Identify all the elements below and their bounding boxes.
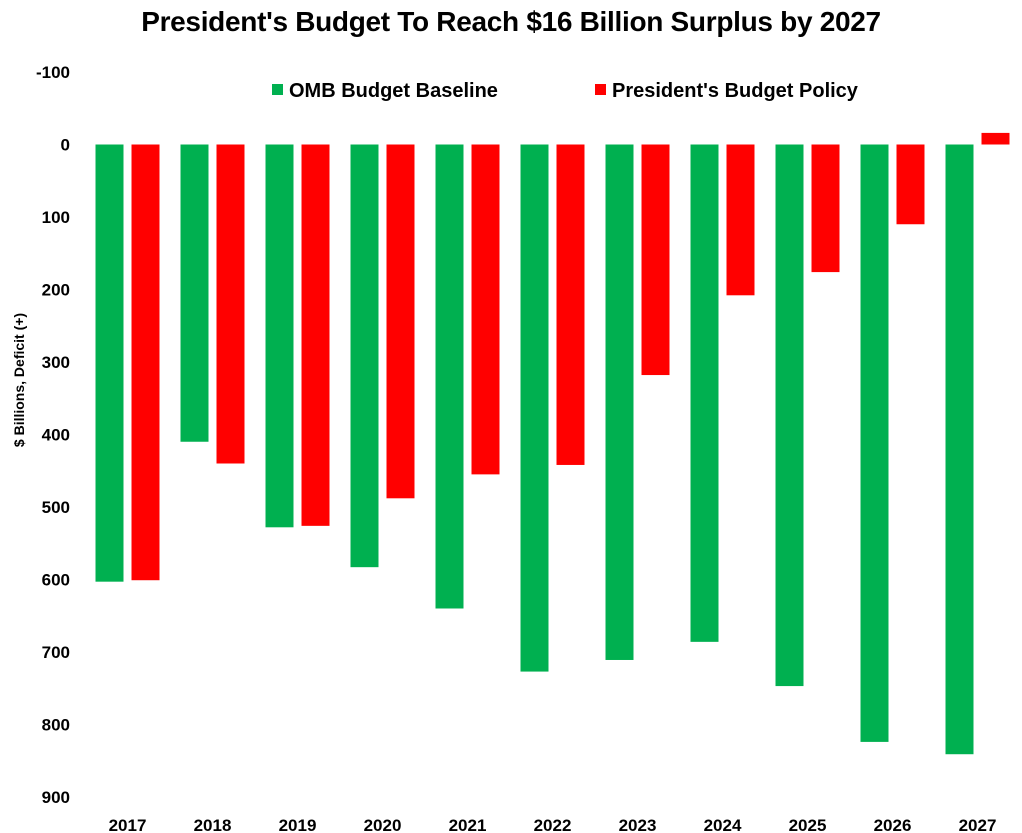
bar-omb-baseline-2026 xyxy=(860,144,889,742)
bars xyxy=(95,132,1010,755)
bar-omb-baseline-2024 xyxy=(690,144,719,642)
x-tick-label: 2026 xyxy=(874,816,912,833)
bar-omb-baseline-2018 xyxy=(180,144,209,442)
y-tick-label: 100 xyxy=(42,208,70,227)
y-tick-label: 500 xyxy=(42,498,70,517)
x-axis-ticks: 2017 2018 2019 2020 2021 2022 2023 2024 2025 2026… xyxy=(109,816,997,833)
y-axis-label: $ Billions, Deficit (+) xyxy=(11,313,27,447)
y-tick-label: -100 xyxy=(36,63,70,82)
bar-omb-baseline-2025 xyxy=(775,144,804,687)
bar-presidents-policy-2023 xyxy=(641,144,670,376)
bar-omb-baseline-2023 xyxy=(605,144,634,660)
bar-presidents-policy-2022 xyxy=(556,144,585,465)
legend-label: OMB Budget Baseline xyxy=(289,80,498,102)
x-tick-label: 2022 xyxy=(534,816,572,833)
y-axis-label-group: $ Billions, Deficit (+) xyxy=(11,313,27,447)
bar-omb-baseline-2021 xyxy=(435,144,464,609)
x-tick-label: 2021 xyxy=(449,816,487,833)
y-tick-label: 200 xyxy=(42,281,70,300)
x-tick-label: 2023 xyxy=(619,816,657,833)
y-tick-label: 700 xyxy=(42,643,70,662)
x-tick-label: 2025 xyxy=(789,816,827,833)
y-tick-label: 800 xyxy=(42,716,70,735)
x-tick-label: 2020 xyxy=(364,816,402,833)
y-tick-label: 300 xyxy=(42,353,70,372)
bar-omb-baseline-2020 xyxy=(350,144,379,568)
bar-omb-baseline-2027 xyxy=(945,144,974,755)
legend-swatch xyxy=(272,84,283,95)
bar-presidents-policy-2017 xyxy=(131,144,160,581)
bar-presidents-policy-2024 xyxy=(726,144,755,296)
bar-presidents-policy-2020 xyxy=(386,144,415,499)
x-tick-label: 2019 xyxy=(279,816,317,833)
bar-omb-baseline-2022 xyxy=(520,144,549,672)
chart-title: President's Budget To Reach $16 Billion … xyxy=(141,6,881,37)
bar-presidents-policy-2018 xyxy=(216,144,245,464)
legend: OMB Budget Baseline President's Budget Po… xyxy=(272,80,859,102)
x-tick-label: 2017 xyxy=(109,816,147,833)
bar-omb-baseline-2017 xyxy=(95,144,124,582)
bar-presidents-policy-2025 xyxy=(811,144,840,273)
legend-swatch xyxy=(595,84,606,95)
bar-presidents-policy-2021 xyxy=(471,144,500,475)
legend-label: President's Budget Policy xyxy=(612,80,859,102)
x-tick-label: 2027 xyxy=(959,816,997,833)
x-tick-label: 2024 xyxy=(704,816,742,833)
bar-omb-baseline-2019 xyxy=(265,144,294,528)
bar-presidents-policy-2026 xyxy=(896,144,925,225)
x-tick-label: 2018 xyxy=(194,816,232,833)
y-tick-label: 900 xyxy=(42,788,70,807)
bar-presidents-policy-2019 xyxy=(301,144,330,526)
bar-presidents-policy-2027 xyxy=(981,132,1010,145)
y-tick-label: 400 xyxy=(42,426,70,445)
y-tick-label: 0 xyxy=(61,136,70,155)
y-tick-label: 600 xyxy=(42,571,70,590)
y-axis-ticks: -100 0 100 200 300 400 500 600 700 800 900 xyxy=(36,63,70,807)
